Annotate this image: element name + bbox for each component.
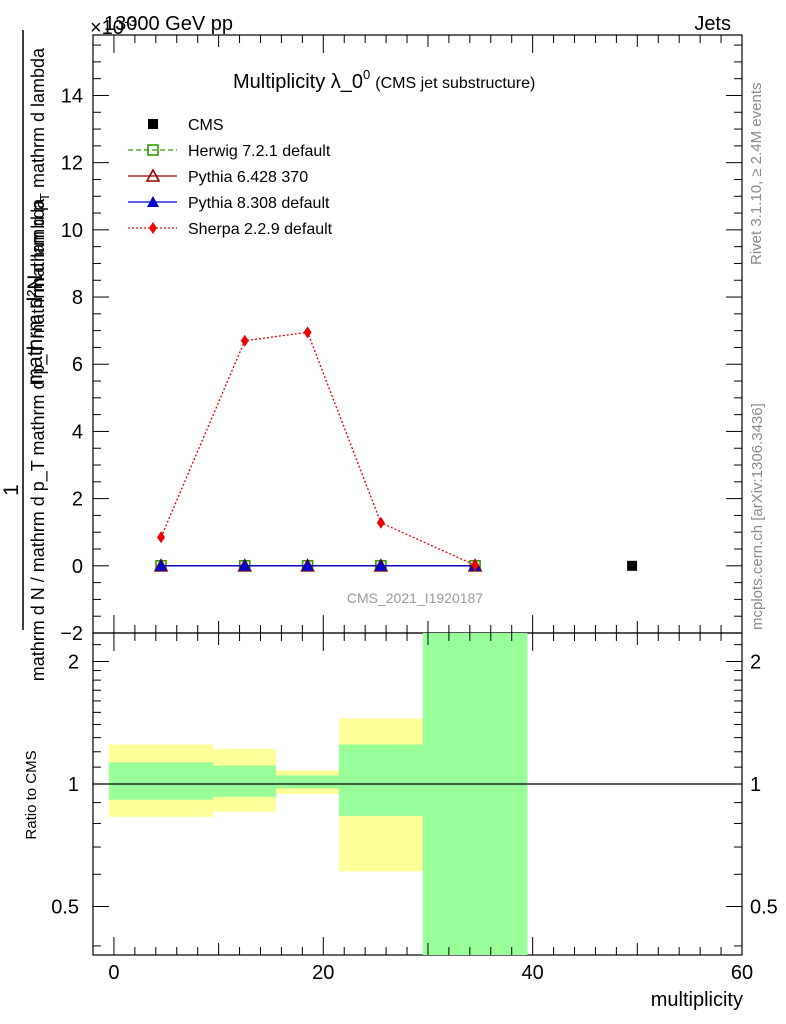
y-tick-label: 10 [61, 220, 83, 242]
scale-factor-label: ×10-3 [90, 13, 137, 39]
data-point-4 [303, 326, 312, 339]
ratio-band-green [213, 765, 277, 797]
x-tick-label: 60 [731, 962, 753, 984]
ratio-tick-label-left: 0.5 [51, 896, 79, 918]
legend-label: CMS [188, 117, 224, 134]
analysis-watermark: CMS_2021_I1920187 [347, 590, 483, 606]
legend-label: Herwig 7.2.1 default [188, 143, 331, 160]
legend-marker [145, 168, 161, 182]
y-tick-label: 14 [61, 85, 83, 107]
y-title-one: 1 [0, 484, 23, 496]
ratio-band-green [108, 762, 214, 800]
ratio-tick-label-right: 2 [750, 652, 761, 674]
data-point-3 [155, 559, 168, 571]
ratio-y-axis-title: Ratio to CMS [23, 750, 40, 839]
data-point-4 [471, 559, 480, 572]
ratio-axis-ticks: 0.5 0.5 1 1 2 2 [51, 644, 778, 947]
x-axis-ticks: 0 20 40 60 [108, 35, 753, 984]
x-tick-label: 0 [108, 962, 119, 984]
y-tick-label: 4 [72, 421, 83, 443]
legend: CMS Herwig 7.2.1 default Pythia 6.428 370 P… [128, 117, 333, 238]
legend-marker [148, 119, 158, 129]
data-point-4 [376, 516, 385, 529]
data-point-0 [627, 560, 638, 571]
data-point-4 [157, 531, 166, 544]
ratio-band-green [276, 775, 339, 789]
ratio-bands [108, 633, 528, 955]
collision-energy-label: 13000 GeV pp [104, 13, 233, 35]
ratio-tick-label-left: 1 [68, 774, 79, 796]
ratio-tick-label-left: 2 [68, 652, 79, 674]
legend-label: Pythia 8.308 default [188, 195, 330, 212]
ratio-plot-frame [92, 632, 743, 956]
ratio-band-green [422, 633, 528, 955]
main-axis-ticks: −2 0 2 4 6 8 10 12 14 [60, 44, 742, 645]
ratio-tick-label-right: 1 [750, 774, 761, 796]
legend-label: Pythia 6.428 370 [188, 169, 308, 186]
data-point-3 [374, 559, 387, 571]
y-tick-label: 0 [72, 556, 83, 578]
x-tick-label: 40 [522, 962, 544, 984]
ratio-band-green [338, 744, 423, 816]
legend-marker [149, 222, 157, 234]
chart-title: Multiplicity λ_00(CMS jet substructure) [233, 67, 535, 93]
category-label: Jets [694, 13, 731, 35]
main-y-axis-title: mathrm d²N 1 mathrm d pT mathrm d lambda… [0, 30, 52, 681]
data-point-3 [301, 559, 314, 571]
series-line-4 [160, 331, 476, 566]
ratio-tick-label-right: 0.5 [750, 896, 778, 918]
y-title-denominator: mathrm d N / mathrm d p_T mathrm d p_T m… [28, 198, 49, 681]
y-tick-label: 12 [61, 153, 83, 175]
series-layer [153, 326, 638, 572]
legend-label: Sherpa 2.2.9 default [188, 221, 333, 238]
x-axis-title: multiplicity [651, 989, 743, 1011]
y-tick-label: −2 [60, 623, 83, 645]
y-tick-label: 6 [72, 354, 83, 376]
mcplots-note: mcplots.cern.ch [arXiv:1306.3436] [749, 403, 766, 630]
data-point-4 [240, 334, 249, 347]
legend-marker [147, 144, 159, 156]
legend-marker [147, 196, 159, 207]
rivet-version-note: Rivet 3.1.10, ≥ 2.4M events [748, 83, 765, 266]
y-tick-label: 8 [72, 287, 83, 309]
y-tick-label: 2 [72, 489, 83, 511]
x-tick-label: 20 [312, 962, 334, 984]
y-title-numerator: mathrm d²N [24, 275, 47, 386]
data-point-3 [238, 559, 251, 571]
